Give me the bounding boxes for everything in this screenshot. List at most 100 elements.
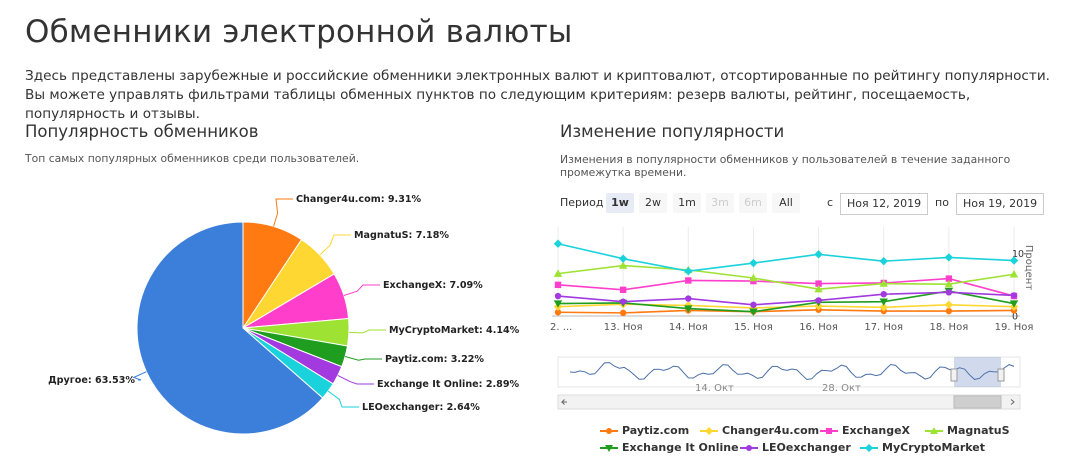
data-point[interactable] [553,269,563,277]
changes-subtitle-line1: Изменения в популярности обменников у по… [560,153,1011,166]
data-point[interactable] [945,289,953,296]
legend-marker-icon [820,428,838,434]
page-description: Здесь представлены зарубежные и российск… [25,68,1050,122]
y-tick-label: 10 [1012,249,1024,260]
data-point[interactable] [879,256,888,266]
popularity-line-chart: 12. ... 13. Ноя 14. Ноя 15. Ноя 16. Ноя 17. Н… [550,227,1034,410]
data-point[interactable] [685,277,692,284]
data-point[interactable] [814,285,823,293]
legend-item-leoexchanger[interactable]: LEOexchanger [740,440,851,456]
scroll-right-arrow-icon[interactable] [1010,399,1015,405]
scroll-left-arrow-icon[interactable] [560,399,567,405]
legend-marker-icon [600,445,618,452]
range-selector: Период 1w 2w 1m 3m 6m All с Ноя 12, 2019… [560,192,1050,216]
data-point[interactable] [749,258,758,268]
data-point[interactable] [554,309,562,316]
data-point[interactable] [684,266,693,276]
legend-item-changer4u-com[interactable]: Changer4u.com [700,423,819,439]
data-point[interactable] [1009,270,1019,278]
to-date-input[interactable]: Ноя 19, 2019 [956,193,1045,215]
legend-label: ExchangeX [842,424,911,437]
range-2w-button[interactable]: 2w [639,193,667,213]
legend-marker-icon [700,427,718,435]
data-point[interactable] [750,301,757,308]
series-line-paytiz-com [557,308,1015,314]
series-leoexchanger [554,289,1018,308]
data-point[interactable] [749,273,758,282]
pie-connector [348,329,386,334]
legend-marker-icon [740,445,758,451]
range-1w-button[interactable]: 1w [606,193,634,213]
pie-label-exchangex: ExchangeX: 7.09% [383,280,483,291]
data-point[interactable] [554,281,562,289]
series-paytiz-com [554,306,1018,317]
navigator-handle[interactable] [997,368,1005,382]
data-point[interactable] [618,254,628,263]
data-point[interactable] [618,261,628,269]
y-axis-label: Процент [1023,245,1034,290]
legend-marker-icon [860,444,878,452]
popularity-pie-chart: Changer4u.com: 9.31% MagnatuS: 7.18% Excha… [48,194,520,435]
data-point[interactable] [554,292,562,300]
data-point[interactable] [945,275,953,282]
data-point[interactable] [945,307,953,315]
x-tick-label: 19. Ноя [995,322,1034,333]
legend-label: MagnatuS [947,424,1010,437]
navigator-date-label: 14. Окт [695,383,734,394]
legend-item-exchange-it-online[interactable]: Exchange It Online [600,440,739,456]
legend-item-exchangex[interactable]: ExchangeX [820,423,910,439]
data-point[interactable] [1009,256,1019,265]
data-point[interactable] [944,300,954,309]
pie-slice-другое[interactable] [136,221,324,435]
data-point[interactable] [553,300,563,308]
data-point[interactable] [619,309,627,317]
data-point[interactable] [944,280,954,288]
legend-marker-icon [600,428,618,434]
y-tick-label: 0 [1012,312,1018,323]
data-point[interactable] [553,239,563,248]
x-tick-label: 15. Ноя [734,322,773,333]
legend-label: MyCryptoMarket [882,441,986,454]
scrollbar-track[interactable] [557,394,1021,410]
series-line-exchangex [557,277,1015,297]
range-3m-button: 3m [706,193,734,213]
range-all-button[interactable]: All [772,193,800,213]
range-1m-button[interactable]: 1m [673,193,701,213]
data-point[interactable] [814,250,823,259]
data-point[interactable] [880,290,887,298]
navigator-selection[interactable] [954,357,1001,387]
data-point[interactable] [619,286,627,294]
data-point[interactable] [749,308,758,316]
from-date-input[interactable]: Ноя 12, 2019 [840,193,929,215]
x-tick-label: 13. Ноя [604,322,643,333]
legend-item-magnatus[interactable]: MagnatuS [925,423,1010,439]
pie-label-leoexchanger: LEOexchanger: 2.64% [362,402,480,413]
series-line-mycryptomarket [557,242,1015,272]
data-point[interactable] [1009,300,1019,308]
data-point[interactable] [944,253,954,262]
scrollbar-thumb[interactable] [953,395,1002,409]
data-point[interactable] [879,279,888,287]
data-point[interactable] [684,305,693,313]
from-label: с [827,196,834,209]
pie-label-paytiz-com: Paytiz.com: 3.22% [385,354,484,365]
navigator-handle[interactable] [950,368,958,382]
pie-connector [343,284,380,296]
data-point[interactable] [815,297,822,304]
pie-connector [132,371,147,381]
data-point[interactable] [879,298,888,306]
legend-item-mycryptomarket[interactable]: MyCryptoMarket [860,440,985,456]
data-point[interactable] [619,298,627,305]
changes-subtitle-line2: промежутка времени. [560,166,687,179]
data-point[interactable] [685,295,692,302]
navigator-area[interactable] [557,356,1021,388]
period-label: Период [560,196,604,209]
x-tick-label: 18. Ноя [929,322,968,333]
data-point[interactable] [1010,292,1018,299]
legend-item-paytiz-com[interactable]: Paytiz.com [600,423,689,439]
series-mycryptomarket [553,239,1019,276]
pie-connector [327,390,359,408]
data-point[interactable] [815,280,822,287]
series-line-leoexchanger [557,291,1015,306]
pie-label-magnatus: MagnatuS: 7.18% [354,230,449,241]
